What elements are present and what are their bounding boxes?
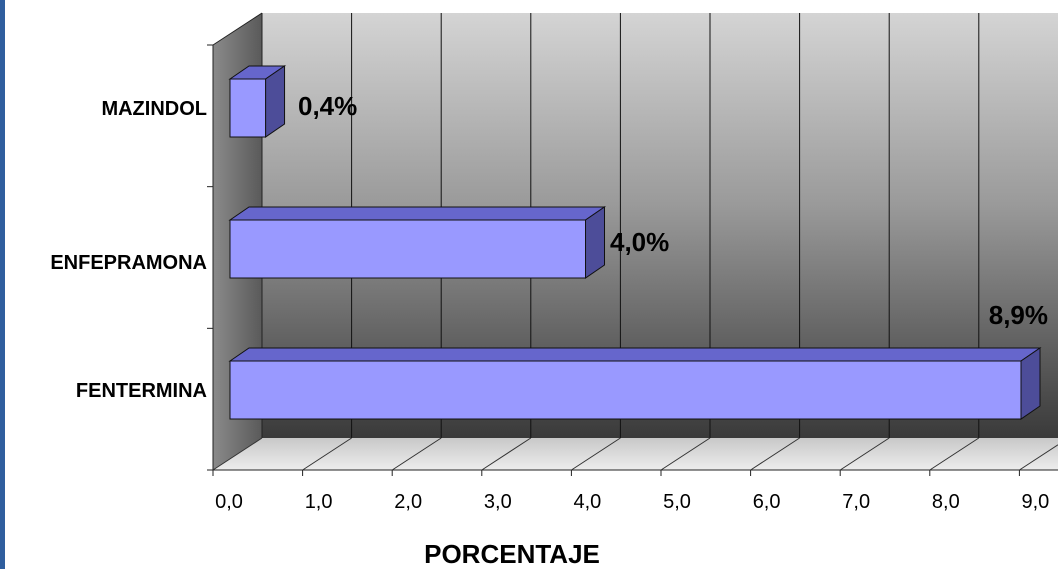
category-label: FENTERMINA: [76, 380, 207, 402]
category-label: MAZINDOL: [101, 98, 207, 120]
x-tick-label: 1,0: [305, 491, 333, 513]
side-wall-top-edge: [212, 12, 263, 46]
category-labels: MAZINDOL ENFEPRAMONA FENTERMINA: [50, 98, 207, 402]
floor-gridline: [481, 437, 532, 471]
floor-gridline: [302, 437, 352, 471]
x-tick-label: 0,0: [215, 491, 243, 513]
bar-side-face: [585, 206, 606, 279]
bar-front-face: [229, 219, 587, 279]
x-tick-label: 3,0: [484, 491, 512, 513]
x-axis-title: PORCENTAJE: [424, 539, 600, 569]
x-tick-label: 4,0: [573, 491, 601, 513]
x-tick-label: 7,0: [842, 491, 870, 513]
x-tick-label: 5,0: [663, 491, 691, 513]
floor-gridline: [391, 437, 442, 471]
x-tick-label: 2,0: [394, 491, 422, 513]
bar-front-face: [229, 78, 267, 138]
category-label: ENFEPRAMONA: [50, 252, 207, 274]
bar-top-face: [228, 347, 1042, 362]
floor-gridline: [212, 437, 263, 471]
bar-enfepramona: [228, 206, 607, 279]
x-tick-label: 9,0: [1021, 491, 1049, 513]
x-tick-label: 8,0: [932, 491, 960, 513]
floor-gridline: [839, 437, 890, 471]
bar-mazindol: [228, 65, 287, 138]
x-tick-label: 6,0: [753, 491, 781, 513]
floor-gridline: [929, 437, 980, 471]
bar-side-face: [265, 65, 286, 138]
floor-gridline: [660, 437, 711, 471]
data-label: 4,0%: [610, 227, 669, 257]
bar-top-face: [228, 206, 607, 221]
floor-plane: [213, 438, 1058, 470]
bar-front-face: [229, 360, 1022, 420]
bar-side-face: [1020, 347, 1041, 420]
bars: [228, 65, 1042, 420]
floor-gridline: [1019, 444, 1058, 471]
floor-gridline: [750, 437, 800, 471]
window-edge: [0, 0, 5, 569]
data-labels: 0,4% 4,0% 8,9%: [298, 91, 1048, 330]
data-label: 8,9%: [989, 300, 1048, 330]
plot-floor: [207, 44, 1058, 476]
x-tick-labels: 0,0 1,0 2,0 3,0 4,0 5,0 6,0 7,0 8,0 9,0: [215, 491, 1049, 513]
data-label: 0,4%: [298, 91, 357, 121]
bar-fentermina: [228, 347, 1042, 420]
floor-gridline: [571, 437, 621, 471]
